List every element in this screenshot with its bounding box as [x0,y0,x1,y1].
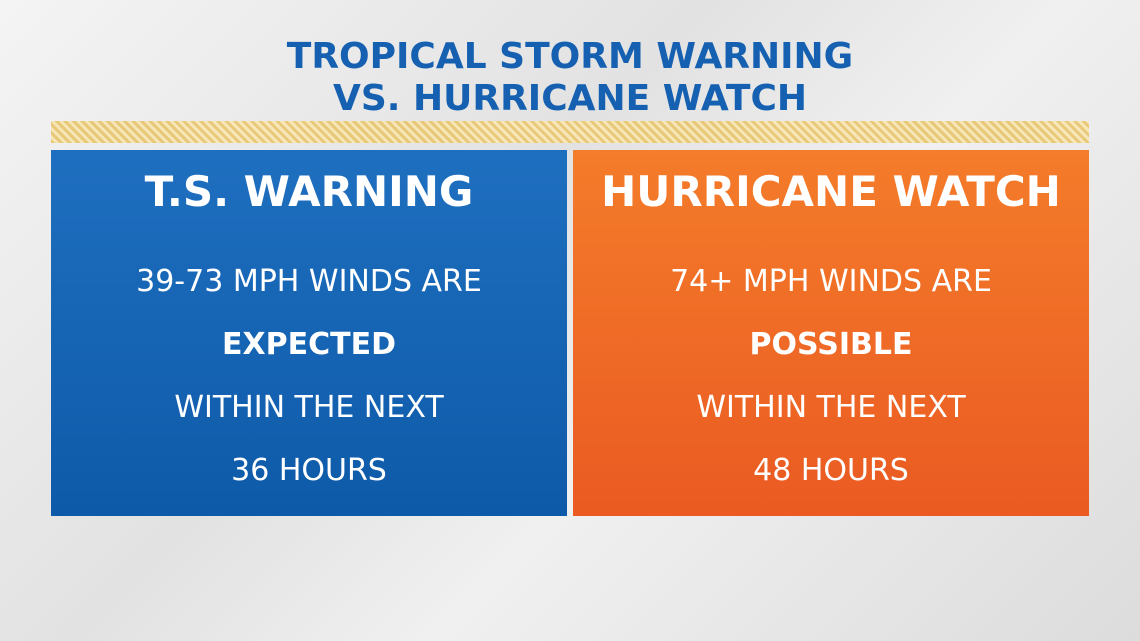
panel-line: EXPECTED [222,327,396,362]
panel-heading: T.S. WARNING [144,167,474,216]
title: TROPICAL STORM WARNING VS. HURRICANE WAT… [0,36,1140,120]
panel-line: WITHIN THE NEXT [696,390,966,425]
panel: HURRICANE WATCH 74+ MPH WINDS ARE POSSIB… [573,150,1089,516]
panel-line: 74+ MPH WINDS ARE [670,264,992,299]
panel-line: 36 HOURS [231,453,387,488]
panel-line: 39-73 MPH WINDS ARE [136,264,482,299]
panel-line: WITHIN THE NEXT [174,390,444,425]
panel-heading: HURRICANE WATCH [601,167,1061,216]
panel-line: 48 HOURS [753,453,909,488]
panel-line: POSSIBLE [749,327,913,362]
stripe [51,121,1089,143]
title-line: VS. HURRICANE WATCH [333,78,807,119]
title-line: TROPICAL STORM WARNING [286,36,854,77]
panel: T.S. WARNING 39-73 MPH WINDS ARE EXPECTE… [51,150,567,516]
